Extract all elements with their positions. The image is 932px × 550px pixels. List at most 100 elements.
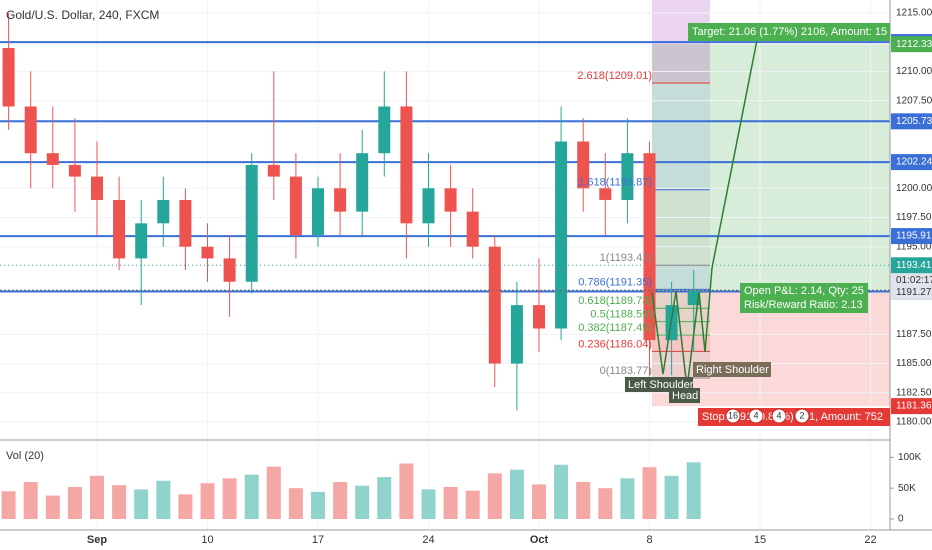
candle-body (378, 106, 391, 154)
y-tick-label: 1195.00 (896, 241, 932, 252)
pattern-label: Right Shoulder (696, 364, 769, 376)
candle-body (621, 153, 634, 200)
volume-tick-label: 50K (898, 483, 916, 494)
volume-bar (355, 485, 370, 519)
volume-bar (421, 489, 436, 519)
candle-body (577, 141, 590, 189)
candle-body (510, 305, 523, 364)
candle-body (466, 211, 479, 247)
candle-body (400, 106, 413, 224)
fib-label: 1(1193.41) (600, 252, 652, 264)
volume-label: Vol (20) (6, 450, 44, 462)
target-zone (652, 44, 890, 291)
volume-bar (664, 475, 679, 519)
event-marker (748, 408, 764, 424)
event-label: 16 (728, 410, 738, 420)
volume-bar (1, 491, 16, 519)
y-tick-label: 1185.00 (896, 358, 932, 369)
candle-body (687, 290, 700, 306)
candle-body (312, 188, 324, 236)
volume-bar (399, 463, 414, 519)
x-tick-label: 15 (754, 534, 766, 546)
price-badge (891, 154, 932, 171)
event-marker (794, 408, 810, 424)
event-label: 2 (799, 410, 804, 420)
target-badge-label: 1212.33 (896, 39, 932, 50)
price-badge (891, 228, 932, 245)
fib-zone (652, 189, 710, 266)
volume-bar (288, 488, 303, 519)
fib-label: 0.5(1188.59) (590, 309, 652, 321)
rr-label: Risk/Reward Ratio: 2.13 (744, 299, 863, 311)
fib-label: 0.382(1187.45) (578, 322, 652, 334)
stop-badge (891, 398, 932, 415)
volume-bar (156, 480, 171, 519)
x-tick-label: 17 (312, 534, 324, 546)
candle-body (223, 258, 236, 282)
volume-bar (620, 478, 635, 519)
pnl-label: Open P&L: 2.14, Qty: 25 (744, 285, 864, 297)
x-tick-label: Oct (530, 534, 549, 546)
price-badge-label: 1205.73 (896, 116, 932, 127)
price-badge (891, 113, 932, 130)
x-tick-label: Sep (87, 534, 107, 546)
pattern-label-box (669, 388, 700, 403)
pattern-label: Left Shoulder (628, 379, 694, 391)
volume-bar (45, 495, 60, 519)
volume-bar (443, 486, 458, 519)
event-label: 4 (753, 410, 758, 420)
target-label-box (688, 23, 890, 41)
fib-label: 0.236(1186.04) (578, 338, 652, 350)
y-tick-label: 1180.00 (896, 417, 932, 428)
event-label: 4 (776, 410, 781, 420)
candle-body (157, 199, 170, 224)
volume-bar (487, 473, 502, 519)
fib-label: 0(1183.77) (600, 365, 652, 377)
current-price-badge (891, 273, 932, 300)
volume-tick-label: 100K (898, 452, 922, 463)
candle-body (488, 246, 501, 364)
price-badge (891, 257, 932, 274)
candle-body (113, 199, 126, 259)
volume-bar (509, 469, 524, 519)
volume-bar (244, 474, 259, 519)
pnl-box (740, 283, 868, 313)
volume-bar (222, 478, 237, 519)
candle-body (533, 305, 545, 329)
volume-bar (266, 466, 281, 519)
candle-body (267, 164, 280, 177)
y-tick-label: 1207.50 (896, 95, 932, 106)
volume-bar (598, 488, 613, 519)
volume-bar (554, 464, 569, 519)
candle-body (201, 246, 214, 259)
target-label: Target: 21.06 (1.77%) 2106, Amount: 15 (692, 26, 887, 38)
y-tick-label: 1187.50 (896, 329, 932, 340)
volume-bar (465, 490, 480, 519)
fib-zone (652, 82, 710, 190)
volume-bar (576, 482, 591, 519)
y-tick-label: 1182.50 (896, 387, 932, 398)
volume-bar (23, 482, 38, 519)
candle-body (46, 153, 59, 165)
y-tick-label: 1210.00 (896, 66, 932, 77)
countdown: 01:02:17 (896, 275, 932, 286)
volume-bar (333, 482, 348, 519)
target-badge (891, 36, 932, 53)
volume-bar (200, 483, 215, 519)
fib-label: 1.618(1199.87) (578, 177, 652, 189)
candle-body (24, 106, 37, 154)
volume-bar (532, 484, 546, 519)
x-tick-label: 8 (646, 534, 652, 546)
price-badge-label: 1195.91 (896, 231, 932, 242)
volume-bar (311, 491, 325, 519)
current-price-label: 1191.27 (896, 287, 932, 298)
candle-body (555, 141, 568, 329)
volume-bar (686, 462, 701, 519)
y-tick-label: 1197.50 (896, 212, 932, 223)
fib-label: 0.618(1189.73) (578, 295, 652, 307)
price-badge-label: 1193.41 (896, 260, 932, 271)
volume-bar (377, 477, 392, 519)
pattern-label: Head (672, 390, 698, 402)
candle-body (422, 188, 435, 224)
volume-bar (67, 486, 82, 519)
